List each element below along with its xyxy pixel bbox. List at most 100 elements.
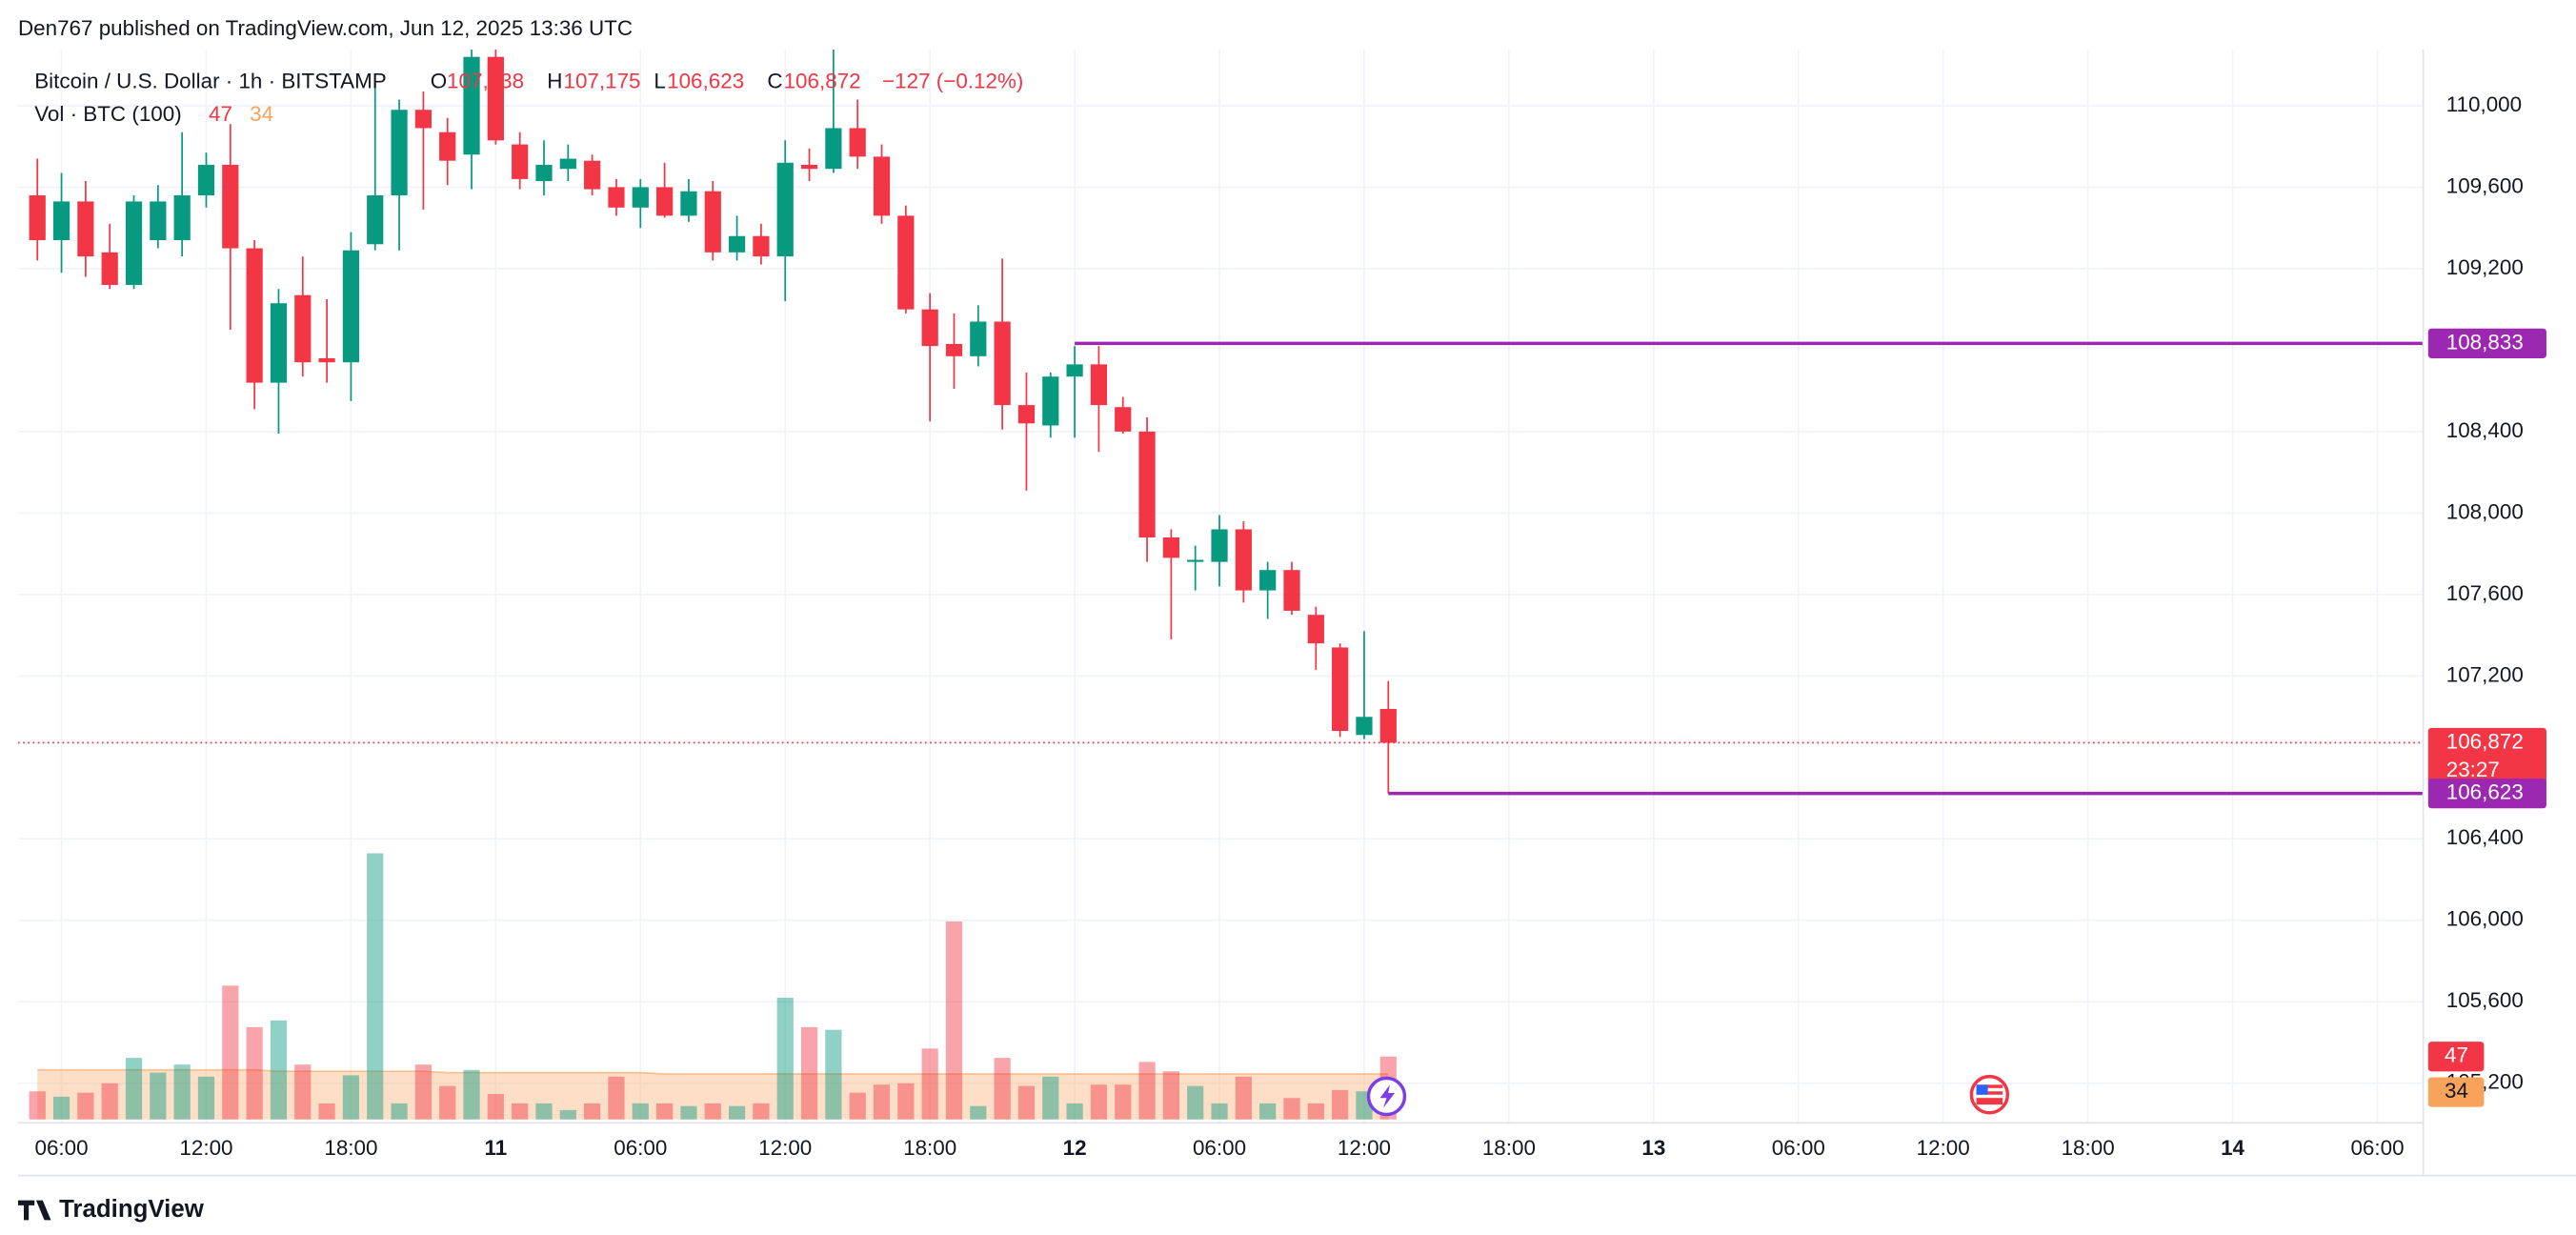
level-box [2427, 328, 2546, 358]
x-tick-label: 06:00 [34, 1136, 88, 1160]
candle-body [1307, 615, 1324, 644]
flash-icon[interactable] [1366, 1076, 1407, 1117]
x-tick-label: 06:00 [1772, 1136, 1825, 1160]
y-tick-label: 107,200 [2446, 662, 2524, 686]
volume-box [2427, 1042, 2485, 1072]
y-tick-label: 108,400 [2446, 418, 2524, 442]
volume-bar [197, 1076, 215, 1120]
volume-bar [463, 1069, 480, 1120]
volume-bar [173, 1064, 191, 1120]
volume-bar [1332, 1089, 1349, 1120]
price-pane [17, 49, 2424, 796]
volume-bar [367, 853, 384, 1120]
candle-body [197, 164, 215, 195]
x-tick-label: 18:00 [324, 1136, 377, 1160]
volume-bar [1090, 1084, 1108, 1120]
volume-bar [1042, 1076, 1059, 1120]
volume-bar [512, 1103, 529, 1120]
candle-body [391, 110, 408, 195]
volume-bar [800, 1026, 818, 1120]
volume-ma-box [2427, 1077, 2485, 1107]
volume-bar [849, 1092, 866, 1120]
candle-body [1379, 708, 1397, 743]
legend-volume-ma: 34 [250, 102, 273, 126]
candle-body [1115, 407, 1132, 432]
countdown-label: 23:27 [2446, 758, 2500, 781]
volume-ma-area [37, 1069, 1389, 1120]
volume-bar [52, 1096, 70, 1120]
legend-volume: 47 [209, 102, 232, 126]
candle-body [728, 235, 746, 253]
volume-bar [487, 1094, 504, 1120]
x-tick-label: 12:00 [1338, 1136, 1391, 1160]
candle-body [1259, 570, 1277, 591]
candle-body [776, 162, 794, 257]
volume-bar [656, 1103, 674, 1120]
volume-bar [584, 1103, 601, 1120]
volume-bar [1017, 1085, 1036, 1120]
legend-h: H [547, 70, 562, 93]
candle-body [439, 132, 456, 161]
volume-bar [825, 1029, 842, 1120]
symbol: Bitcoin / U.S. Dollar · 1h · BITSTAMP [34, 70, 387, 93]
x-tick-label: 12 [1063, 1136, 1087, 1160]
volume-bar [1283, 1098, 1300, 1120]
volume-bar [1162, 1071, 1179, 1120]
volume-bar [270, 1020, 288, 1120]
x-tick-label: 06:00 [2350, 1136, 2404, 1160]
candle-body [849, 128, 866, 157]
volume-bar [77, 1092, 94, 1120]
volume-bar [222, 985, 239, 1120]
candle-body [512, 144, 529, 179]
candle-body [463, 56, 480, 155]
event-flag[interactable] [1969, 1074, 2010, 1115]
volume-title: Vol · BTC (100) [34, 102, 181, 126]
volume-ma-axis-label: 34 [2445, 1079, 2468, 1103]
volume-bar [945, 921, 963, 1120]
candle-body [1090, 364, 1108, 406]
candle-body [125, 201, 143, 286]
level-box [2427, 779, 2546, 809]
volume-bar [608, 1076, 625, 1120]
legend-c: C [767, 70, 782, 93]
volume-bar [632, 1103, 649, 1120]
candle-body [1162, 537, 1179, 558]
axes: 06:00 12:00 18:00 11 06:00 12:00 18:00 12 06:00 1… [34, 92, 2546, 1160]
legend-l: L [654, 70, 665, 93]
candle-body [29, 194, 46, 241]
candle-body [487, 56, 504, 141]
candle-body [270, 303, 288, 383]
volume-bar [1187, 1085, 1204, 1120]
volume-bar [1211, 1103, 1228, 1120]
candle-body [680, 191, 697, 216]
volume-bar [439, 1085, 456, 1120]
x-tick-label: 11 [484, 1136, 507, 1160]
candle-body [800, 164, 818, 170]
x-tick-label: 14 [2221, 1136, 2244, 1160]
candle-body [294, 294, 312, 363]
candle-body [608, 187, 625, 208]
volume-bar [101, 1083, 118, 1120]
y-tick-label: 108,000 [2446, 499, 2524, 523]
candle-body [246, 248, 263, 383]
candle-body [1235, 529, 1252, 591]
volume-bar [125, 1058, 143, 1120]
volume-bar [559, 1109, 576, 1120]
candle-body [222, 164, 239, 249]
candle-body [535, 164, 553, 182]
volume-axis-label: 47 [2445, 1043, 2468, 1067]
volume-bar [318, 1103, 335, 1120]
y-tick-label: 110,000 [2446, 92, 2522, 116]
candle-body [897, 215, 915, 310]
y-tick-label: 106,000 [2446, 907, 2524, 931]
volume-bar [994, 1058, 1011, 1120]
volume-bar [29, 1091, 46, 1120]
volume-bar [1235, 1076, 1252, 1120]
legend-close: 106,872 [784, 70, 861, 93]
candle-body [873, 156, 891, 216]
volume-pane [29, 853, 1397, 1120]
candle-body [945, 343, 963, 356]
candle-body [1017, 405, 1036, 424]
candle-body [704, 191, 721, 253]
